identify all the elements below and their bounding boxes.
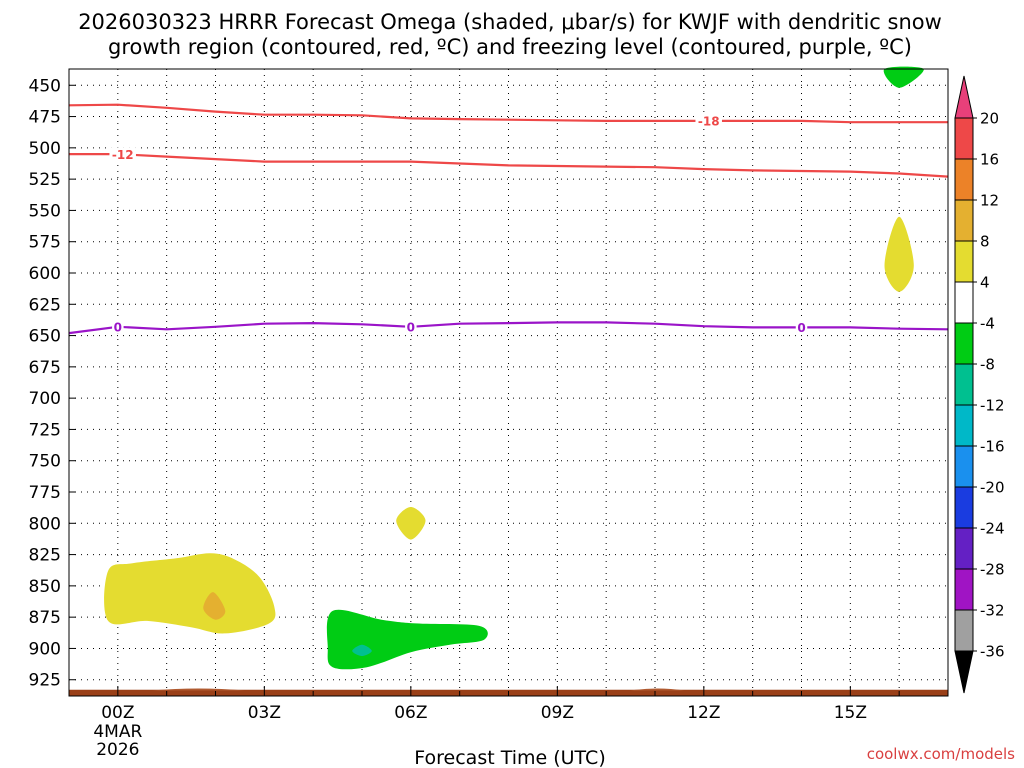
colorbar-label: -20 [980, 479, 1005, 497]
colorbar-swatch [954, 363, 974, 406]
y-tick-label: 675 [29, 358, 61, 378]
colorbar-swatch [954, 404, 974, 447]
y-tick-label: 650 [29, 327, 61, 347]
colorbar-label: 16 [980, 151, 999, 169]
chart-title-line1: 2026030323 HRRR Forecast Omega (shaded, … [78, 10, 942, 34]
x-tick-label: 03Z [248, 703, 281, 723]
contour-label: -12 [112, 148, 134, 162]
y-axis: 450 475 500 525 550 575 600 625 650 675 700 725 750 7… [29, 76, 76, 691]
colorbar-label: -12 [980, 397, 1005, 415]
contour-label-bg [795, 320, 808, 335]
x-tick-label: 00Z [101, 703, 134, 723]
y-tick-label: 550 [29, 201, 61, 221]
colorbar: 20 16 12 8 4 -4 -8 -12 -16 -20 -24 -28 -32 -36 [954, 75, 1005, 694]
colorbar-label: 20 [980, 110, 999, 128]
contour-dgz_bottom [69, 153, 949, 178]
omega-shaded-region [396, 507, 426, 540]
y-tick-label: 625 [29, 295, 61, 315]
colorbar-label: -16 [980, 438, 1005, 456]
colorbar-label: 8 [980, 233, 990, 251]
contour-label-bg [112, 319, 124, 334]
terrain-bump [630, 688, 685, 691]
y-tick-label: 525 [29, 170, 61, 190]
contour-dgz_top [68, 103, 948, 124]
omega-shaded-region [203, 592, 226, 620]
colorbar-swatch [954, 117, 974, 160]
y-tick-label: 825 [29, 546, 61, 566]
grid-lines [69, 69, 948, 696]
y-tick-label: 900 [29, 639, 61, 659]
x-axis-label: Forecast Time (UTC) [414, 747, 605, 768]
colorbar-swatch [954, 158, 974, 201]
contour-label: 0 [797, 321, 805, 335]
contour-lines: -18 -12 0 0 0 [68, 103, 949, 335]
x-tick-label: 15Z [834, 703, 867, 723]
colorbar-swatch [954, 281, 974, 324]
omega-shaded-region [883, 66, 924, 88]
y-tick-label: 500 [29, 139, 61, 159]
colorbar-cap-bottom [954, 650, 974, 694]
omega-shaded-region [104, 553, 276, 634]
y-tick-label: 700 [29, 389, 61, 409]
colorbar-swatch [954, 568, 974, 611]
contour-label: 0 [114, 320, 122, 334]
colorbar-swatch [954, 322, 974, 365]
y-tick-label: 450 [29, 76, 61, 96]
y-tick-label: 600 [29, 264, 61, 284]
colorbar-label: 12 [980, 192, 999, 210]
colorbar-label: -8 [980, 356, 995, 374]
colorbar-swatch [954, 486, 974, 529]
x-tick-label: 09Z [541, 703, 574, 723]
contour-label: -18 [698, 114, 720, 128]
colorbar-label: 4 [980, 274, 990, 292]
terrain-bump [152, 688, 245, 691]
y-tick-label: 575 [29, 233, 61, 253]
contour-label-bg [109, 147, 136, 162]
y-tick-label: 775 [29, 483, 61, 503]
chart-title-line2: growth region (contoured, red, ºC) and f… [108, 35, 912, 59]
colorbar-swatch [954, 240, 974, 283]
y-tick-label: 925 [29, 671, 61, 691]
x-tick-label: 06Z [394, 703, 427, 723]
y-tick-label: 475 [29, 108, 61, 128]
colorbar-swatch [954, 609, 974, 652]
contour-label: 0 [407, 320, 415, 334]
omega-shaded-region [352, 644, 372, 656]
y-tick-label: 850 [29, 577, 61, 597]
contour-label-bg [405, 319, 417, 334]
y-tick-label: 875 [29, 608, 61, 628]
x-tick-date: 4MAR [93, 722, 142, 742]
y-tick-label: 725 [29, 420, 61, 440]
y-tick-label: 800 [29, 514, 61, 534]
colorbar-label: -36 [980, 643, 1005, 661]
colorbar-swatch [954, 199, 974, 242]
omega-shading [104, 66, 924, 670]
colorbar-swatch [954, 527, 974, 570]
credit-link[interactable]: coolwx.com/models [867, 745, 1015, 763]
colorbar-label: -32 [980, 602, 1005, 620]
x-tick-year: 2026 [96, 740, 139, 760]
colorbar-label: -4 [980, 315, 995, 333]
omega-shaded-region [884, 216, 914, 292]
contour-label-bg [695, 113, 722, 128]
colorbar-swatch [954, 445, 974, 488]
x-tick-label: 12Z [687, 703, 720, 723]
colorbar-label: -28 [980, 561, 1005, 579]
colorbar-label: -24 [980, 520, 1005, 538]
y-tick-label: 750 [29, 452, 61, 472]
